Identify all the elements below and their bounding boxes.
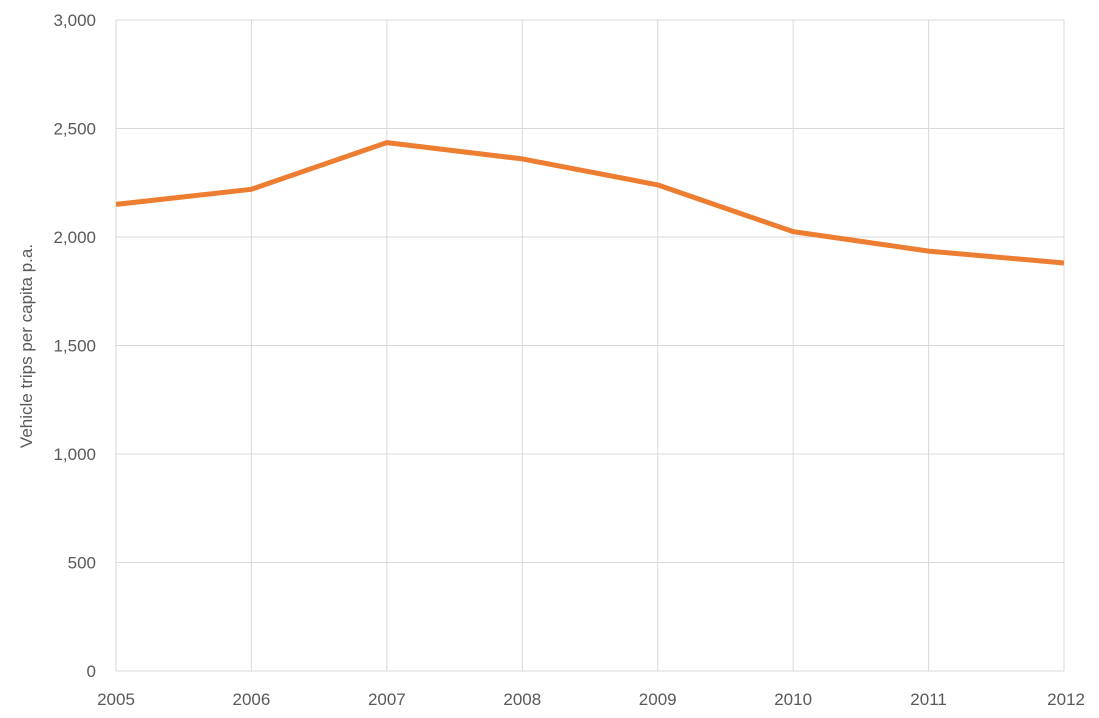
x-tick-label: 2008 — [503, 690, 541, 709]
x-tick-label: 2011 — [910, 690, 947, 709]
series-line — [115, 140, 1065, 266]
y-tick-label: 1,000 — [53, 445, 96, 464]
x-tick-label: 2005 — [97, 690, 135, 709]
y-tick-label: 2,500 — [53, 120, 96, 139]
x-tick-label: 2009 — [639, 690, 677, 709]
y-tick-label: 1,500 — [53, 337, 96, 356]
x-tick-label: 2012 — [1047, 690, 1085, 709]
series-layer — [115, 140, 1065, 266]
y-tick-label: 0 — [87, 662, 96, 681]
grid-layer — [115, 19, 1065, 672]
y-axis-ticks: 0 500 1,000 1,500 2,000 2,500 3,000 — [53, 11, 96, 681]
y-tick-label: 3,000 — [53, 11, 96, 30]
y-tick-label: 500 — [68, 554, 96, 573]
x-tick-label: 2006 — [233, 690, 271, 709]
y-tick-label: 2,000 — [53, 228, 96, 247]
y-axis-title: Vehicle trips per capita p.a. — [17, 244, 36, 448]
x-tick-label: 2007 — [368, 690, 406, 709]
x-axis-ticks: 2005 2006 2007 2008 2009 2010 2011 2012 — [97, 690, 1085, 709]
x-tick-label: 2010 — [774, 690, 812, 709]
